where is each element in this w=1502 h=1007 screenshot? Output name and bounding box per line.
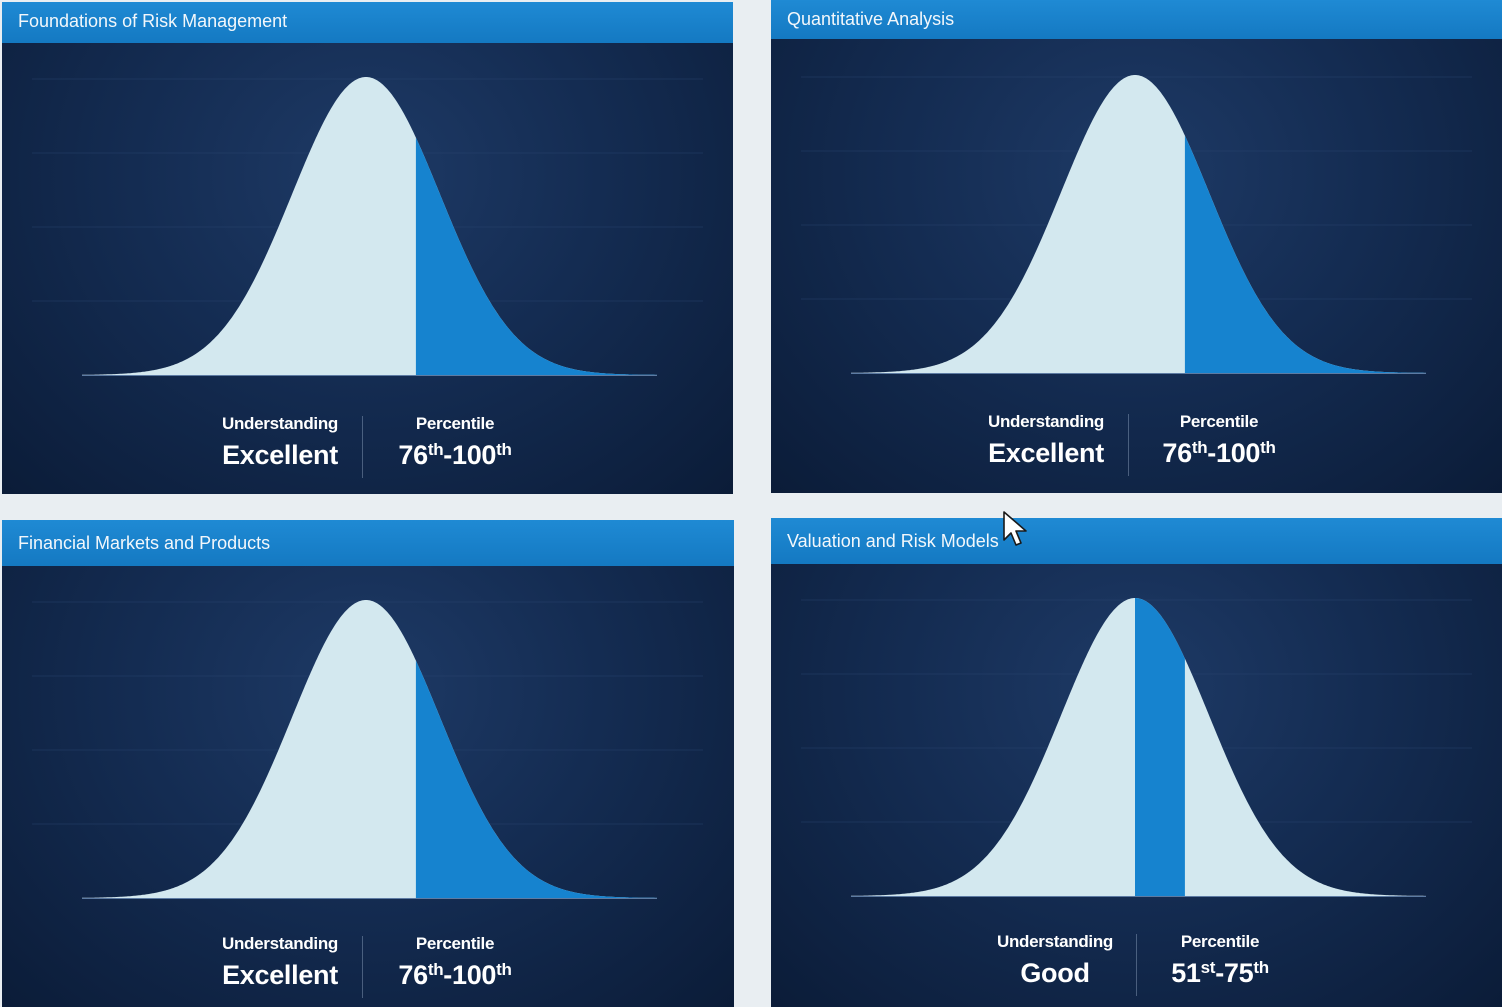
stat-divider (1136, 934, 1137, 996)
understanding-stat: Understanding Excellent (190, 414, 370, 471)
percentile-separator: - (443, 440, 452, 470)
percentile-from-suffix: th (427, 960, 444, 979)
understanding-value: Good (1020, 958, 1090, 988)
percentile-value: 51st-75th (1130, 958, 1310, 989)
percentile-highlight-band (415, 137, 657, 375)
percentile-to: 75 (1223, 958, 1254, 988)
percentile-label: Percentile (415, 414, 495, 433)
panel-title: Financial Markets and Products (2, 520, 734, 566)
percentile-to-suffix: th (1260, 438, 1276, 457)
percentile-stat: Percentile 51st-75th (1130, 932, 1310, 989)
understanding-value: Excellent (222, 440, 338, 470)
understanding-label: Understanding (987, 412, 1105, 431)
stat-divider (1128, 414, 1129, 476)
distribution-chart (801, 598, 1472, 897)
percentile-to-suffix: th (1253, 958, 1269, 977)
distribution-chart (32, 600, 703, 899)
percentile-stat: Percentile 76th-100th (1129, 412, 1309, 469)
percentile-stat: Percentile 76th-100th (365, 934, 545, 991)
percentile-from: 76 (398, 960, 428, 990)
percentile-highlight-band (1184, 135, 1426, 373)
percentile-to: 100 (451, 960, 497, 990)
percentile-label: Percentile (1180, 932, 1260, 951)
panel-valuation-and-risk-models: Valuation and Risk Models Understanding … (771, 518, 1502, 1007)
panel-title: Quantitative Analysis (771, 0, 1502, 39)
understanding-label: Understanding (221, 934, 339, 953)
percentile-to: 100 (451, 440, 497, 470)
stat-divider (362, 936, 363, 998)
understanding-stat: Understanding Excellent (956, 412, 1136, 469)
percentile-label: Percentile (415, 934, 495, 953)
understanding-label: Understanding (996, 932, 1114, 951)
percentile-from: 51 (1171, 958, 1201, 988)
percentile-stat: Percentile 76th-100th (365, 414, 545, 471)
percentile-from-suffix: st (1200, 958, 1216, 977)
percentile-value: 76th-100th (365, 440, 545, 471)
understanding-stat: Understanding Good (965, 932, 1145, 989)
panel-title: Valuation and Risk Models (771, 518, 1502, 564)
distribution-curve (851, 75, 1426, 373)
percentile-to-suffix: th (496, 440, 512, 459)
stat-divider (362, 416, 363, 478)
mouse-pointer-icon (1003, 511, 1027, 546)
stats-row: Understanding Excellent Percentile 76th-… (2, 414, 733, 486)
percentile-to-suffix: th (496, 960, 512, 979)
distribution-curve (82, 77, 657, 375)
distribution-chart (801, 75, 1472, 374)
percentile-highlight-band (1135, 598, 1185, 896)
percentile-from-suffix: th (427, 440, 444, 459)
percentile-value: 76th-100th (1129, 438, 1309, 469)
percentile-highlight-band (415, 660, 657, 898)
distribution-curve (82, 600, 657, 898)
percentile-value: 76th-100th (365, 960, 545, 991)
percentile-from-suffix: th (1191, 438, 1208, 457)
percentile-label: Percentile (1179, 412, 1259, 431)
percentile-from: 76 (1162, 438, 1192, 468)
panel-quantitative-analysis: Quantitative Analysis Understanding Exce… (771, 0, 1502, 493)
panel-financial-markets-and-products: Financial Markets and Products Understan… (2, 520, 734, 1007)
percentile-to: 100 (1215, 438, 1261, 468)
percentile-separator: - (443, 960, 452, 990)
percentile-from: 76 (398, 440, 428, 470)
percentile-separator: - (1207, 438, 1216, 468)
panel-foundations-of-risk-management: Foundations of Risk Management Understan… (2, 2, 733, 494)
percentile-separator: - (1215, 958, 1224, 988)
stats-row: Understanding Excellent Percentile 76th-… (2, 934, 734, 1006)
stats-row: Understanding Good Percentile 51st-75th (771, 932, 1502, 1004)
panel-title: Foundations of Risk Management (2, 2, 733, 43)
understanding-value: Excellent (988, 438, 1104, 468)
understanding-stat: Understanding Excellent (190, 934, 370, 991)
stats-row: Understanding Excellent Percentile 76th-… (771, 412, 1502, 484)
distribution-chart (32, 77, 703, 376)
understanding-value: Excellent (222, 960, 338, 990)
understanding-label: Understanding (221, 414, 339, 433)
